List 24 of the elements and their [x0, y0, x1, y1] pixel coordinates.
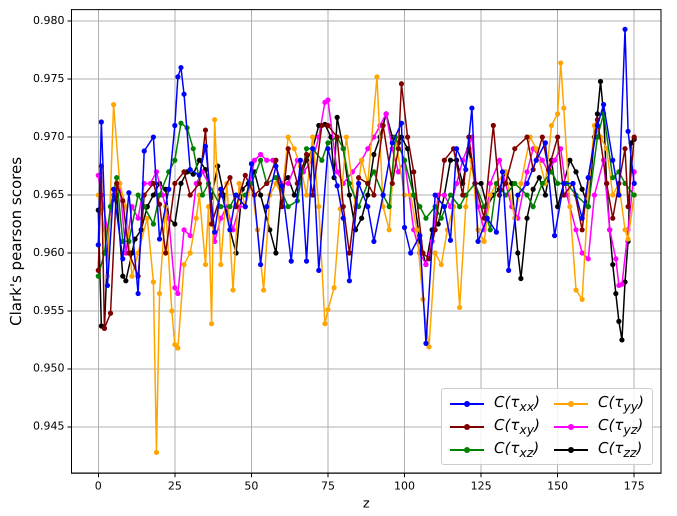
y-tick-label: 0.970	[32, 130, 64, 143]
x-tick-label: 175	[624, 480, 645, 493]
y-tick-label: 0.965	[32, 188, 64, 201]
y-tick-label: 0.955	[32, 304, 64, 317]
legend-label: C(τ$_{yz}$)	[598, 416, 644, 438]
y-tick-label: 0.950	[32, 362, 64, 375]
legend-label: C(τ$_{xy}$)	[494, 416, 540, 438]
x-tick-label: 25	[168, 480, 182, 493]
y-tick-label: 0.945	[32, 420, 64, 433]
legend-label: C(τ$_{xx}$)	[494, 393, 540, 414]
x-tick-label: 100	[394, 480, 416, 493]
y-tick-label: 0.960	[32, 246, 64, 259]
x-tick-label: 75	[320, 480, 335, 493]
x-tick-label: 0	[94, 480, 102, 493]
y-axis-title: Clark's pearson scores	[6, 156, 25, 326]
legend-label: C(τ$_{xz}$)	[494, 439, 540, 460]
legend-label: C(τ$_{zz}$)	[598, 439, 642, 460]
x-tick-label: 125	[470, 480, 492, 493]
y-tick-label: 0.980	[32, 14, 64, 28]
y-tick-label: 0.975	[32, 72, 64, 85]
x-tick-label: 150	[547, 480, 568, 493]
x-axis-title: z	[362, 496, 370, 512]
legend-label: C(τ$_{yy}$)	[598, 393, 644, 414]
x-tick-label: 50	[244, 480, 258, 493]
